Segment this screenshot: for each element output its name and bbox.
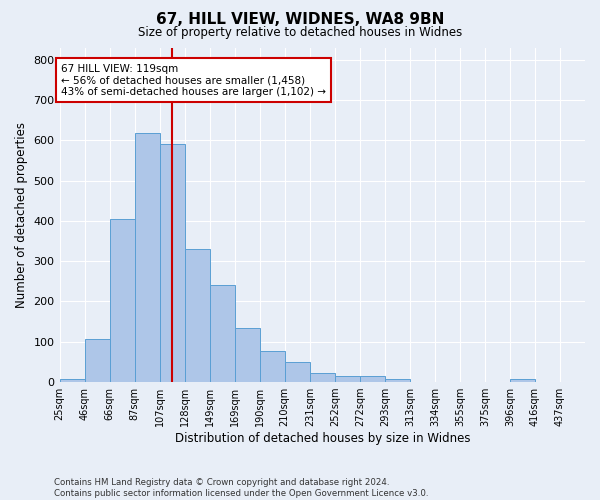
- X-axis label: Distribution of detached houses by size in Widnes: Distribution of detached houses by size …: [175, 432, 470, 445]
- Bar: [310, 373, 335, 382]
- Bar: [510, 379, 535, 382]
- Bar: [385, 379, 410, 382]
- Bar: [335, 376, 360, 382]
- Bar: [235, 328, 260, 382]
- Bar: [134, 134, 160, 382]
- Bar: [59, 379, 85, 382]
- Bar: [209, 286, 235, 382]
- Bar: [160, 144, 185, 382]
- Bar: [285, 362, 310, 382]
- Bar: [85, 339, 110, 382]
- Text: Contains HM Land Registry data © Crown copyright and database right 2024.
Contai: Contains HM Land Registry data © Crown c…: [54, 478, 428, 498]
- Text: 67, HILL VIEW, WIDNES, WA8 9BN: 67, HILL VIEW, WIDNES, WA8 9BN: [156, 12, 444, 28]
- Text: Size of property relative to detached houses in Widnes: Size of property relative to detached ho…: [138, 26, 462, 39]
- Bar: [110, 219, 134, 382]
- Bar: [260, 350, 285, 382]
- Bar: [185, 249, 209, 382]
- Bar: [360, 376, 385, 382]
- Y-axis label: Number of detached properties: Number of detached properties: [15, 122, 28, 308]
- Text: 67 HILL VIEW: 119sqm
← 56% of detached houses are smaller (1,458)
43% of semi-de: 67 HILL VIEW: 119sqm ← 56% of detached h…: [61, 64, 326, 97]
